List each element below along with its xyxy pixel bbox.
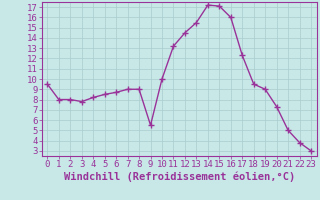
X-axis label: Windchill (Refroidissement éolien,°C): Windchill (Refroidissement éolien,°C) bbox=[64, 172, 295, 182]
